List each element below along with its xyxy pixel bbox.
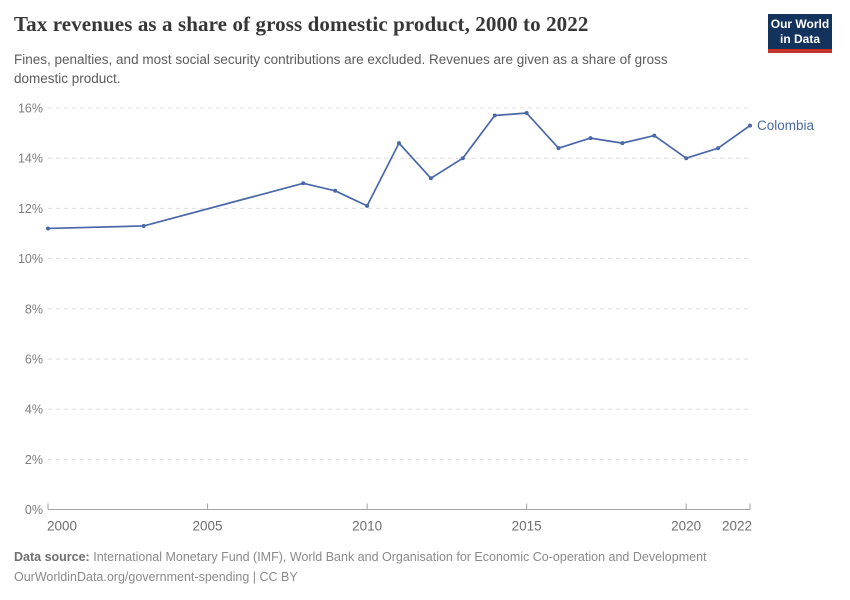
x-axis-label: 2022: [722, 519, 752, 534]
data-point-marker[interactable]: [460, 156, 465, 161]
y-axis-label: 6%: [25, 352, 43, 366]
owid-logo-line1: Our World: [770, 17, 830, 31]
data-point-marker[interactable]: [524, 111, 529, 116]
chart-subtitle: Fines, penalties, and most social securi…: [14, 50, 749, 88]
data-point-marker[interactable]: [652, 133, 657, 138]
chart-subtitle-line1: Fines, penalties, and most social securi…: [14, 52, 668, 67]
x-axis-label: 2010: [352, 519, 382, 534]
data-point-marker[interactable]: [301, 181, 306, 186]
y-axis-label: 14%: [18, 152, 43, 166]
data-point-marker[interactable]: [492, 113, 497, 118]
data-point-marker[interactable]: [397, 141, 401, 146]
y-axis-label: 0%: [25, 503, 43, 517]
data-point-marker[interactable]: [716, 146, 721, 151]
y-axis-label: 4%: [25, 403, 43, 417]
chart-subtitle-line2: domestic product.: [14, 71, 121, 86]
chart-footer: Data source: International Monetary Fund…: [14, 547, 794, 587]
x-axis-label: 2000: [47, 519, 77, 534]
owid-logo-line2: in Data: [779, 32, 820, 46]
data-point-marker[interactable]: [748, 123, 752, 128]
y-axis-label: 8%: [25, 302, 43, 316]
y-axis-label: 2%: [25, 453, 43, 467]
data-point-marker[interactable]: [333, 188, 338, 193]
data-source-label: Data source:: [14, 550, 90, 564]
x-axis-label: 2020: [671, 519, 701, 534]
data-point-marker[interactable]: [620, 141, 625, 146]
data-point-marker[interactable]: [556, 146, 561, 151]
data-point-marker[interactable]: [428, 176, 433, 181]
data-source-line: Data source: International Monetary Fund…: [14, 547, 794, 567]
data-point-marker[interactable]: [365, 203, 370, 208]
x-axis-label: 2005: [193, 519, 223, 534]
owid-logo[interactable]: Our World in Data: [768, 14, 832, 53]
attribution-line[interactable]: OurWorldinData.org/government-spending |…: [14, 570, 298, 584]
series-end-label[interactable]: Colombia: [757, 118, 815, 133]
data-point-marker[interactable]: [46, 226, 50, 231]
y-axis-label: 12%: [18, 202, 43, 216]
y-axis-label: 16%: [18, 102, 43, 116]
page-title: Tax revenues as a share of gross domesti…: [14, 12, 589, 36]
data-point-marker[interactable]: [141, 223, 146, 228]
y-axis-label: 10%: [18, 252, 43, 266]
data-point-marker[interactable]: [684, 156, 689, 161]
data-point-marker[interactable]: [588, 136, 593, 141]
data-line[interactable]: [47, 112, 751, 230]
data-source-text: International Monetary Fund (IMF), World…: [93, 550, 707, 564]
x-axis-label: 2015: [512, 519, 542, 534]
